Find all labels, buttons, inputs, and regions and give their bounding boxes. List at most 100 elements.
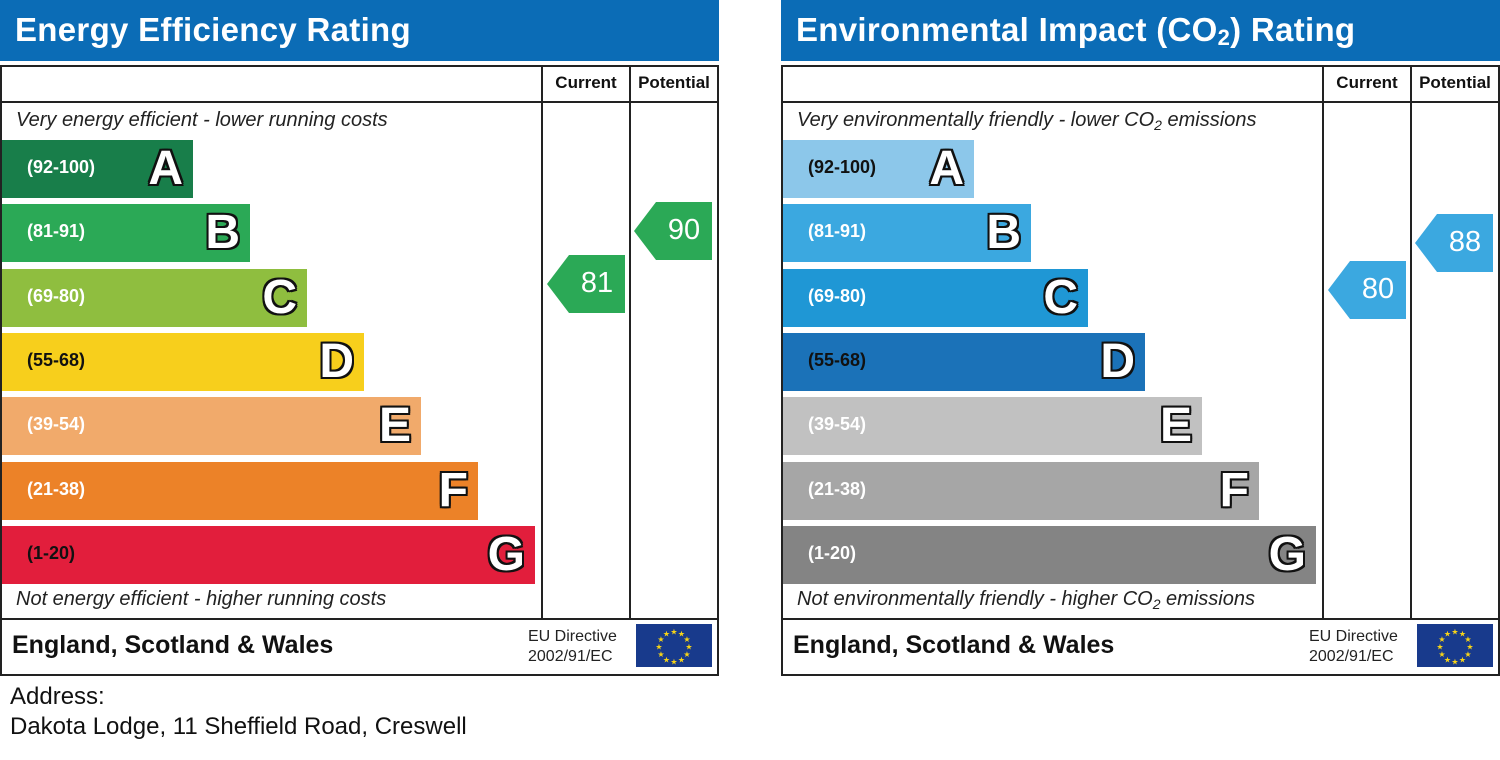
potential-rating-value: 88 bbox=[1448, 225, 1482, 258]
band-range-label: (1-20) bbox=[27, 542, 76, 563]
eu-star: ★ bbox=[678, 656, 685, 665]
band-letter: E bbox=[378, 399, 411, 453]
eu-star: ★ bbox=[683, 635, 690, 644]
footer-country: England, Scotland & Wales bbox=[793, 631, 1115, 659]
energy-efficiency-panel: Energy Efficiency Rating Current Potenti… bbox=[0, 0, 719, 676]
eu-star: ★ bbox=[670, 628, 677, 637]
eu-star: ★ bbox=[663, 630, 670, 639]
band-g: (1-20) G bbox=[783, 525, 1316, 584]
eu-star: ★ bbox=[1438, 650, 1445, 659]
eu-star: ★ bbox=[670, 658, 677, 667]
current-column-header: Current bbox=[1336, 73, 1398, 92]
potential-rating-arrow: 90 bbox=[634, 202, 712, 261]
band-letter: D bbox=[319, 334, 354, 388]
eu-star: ★ bbox=[1464, 650, 1471, 659]
band-range-label: (81-91) bbox=[27, 221, 86, 242]
band-letter: D bbox=[1100, 334, 1135, 388]
eu-star: ★ bbox=[1459, 656, 1466, 665]
eu-star: ★ bbox=[663, 656, 670, 665]
band-b: (81-91) B bbox=[783, 204, 1031, 263]
current-rating-value: 81 bbox=[580, 266, 614, 299]
arrow-shape bbox=[1328, 260, 1406, 319]
band-d: (55-68) D bbox=[2, 332, 364, 391]
band-letter: F bbox=[1219, 463, 1249, 517]
band-letter: B bbox=[205, 206, 240, 260]
potential-rating-arrow: 88 bbox=[1415, 213, 1493, 272]
eu-star: ★ bbox=[657, 650, 664, 659]
arrow-polygon bbox=[1328, 260, 1406, 319]
band-range-label: (1-20) bbox=[808, 542, 857, 563]
band-range-label: (39-54) bbox=[27, 414, 86, 435]
arrow-shape bbox=[634, 202, 712, 261]
eu-star: ★ bbox=[655, 643, 662, 652]
eu-star: ★ bbox=[683, 650, 690, 659]
address-block: Address: Dakota Lodge, 11 Sheffield Road… bbox=[10, 682, 467, 742]
top-caption: Very environmentally friendly - lower CO… bbox=[797, 109, 1257, 133]
rating-table: Current Potential Very energy efficient … bbox=[0, 65, 719, 676]
band-range-label: (69-80) bbox=[808, 285, 867, 306]
band-range-label: (92-100) bbox=[808, 157, 877, 177]
rating-table: Current Potential Very environmentally f… bbox=[781, 65, 1500, 676]
potential-column-header: Potential bbox=[638, 73, 710, 92]
eu-star: ★ bbox=[1464, 635, 1471, 644]
eu-star: ★ bbox=[1466, 643, 1473, 652]
eu-star: ★ bbox=[1451, 628, 1458, 637]
arrow-polygon bbox=[547, 254, 625, 313]
band-range-label: (21-38) bbox=[808, 478, 867, 499]
current-rating-arrow: 81 bbox=[547, 254, 625, 313]
arrow-shape bbox=[547, 254, 625, 313]
panel-title: Environmental Impact (CO2) Rating bbox=[781, 0, 1500, 61]
band-range-label: (39-54) bbox=[808, 414, 867, 435]
eu-directive-label: EU Directive 2002/91/EC bbox=[528, 628, 617, 665]
eu-directive-label: EU Directive 2002/91/EC bbox=[1309, 628, 1398, 665]
band-range-label: (55-68) bbox=[808, 349, 867, 370]
eu-star: ★ bbox=[685, 643, 692, 652]
arrow-shape bbox=[1415, 213, 1493, 272]
current-rating-value: 80 bbox=[1361, 272, 1395, 305]
address-label: Address: bbox=[10, 683, 105, 710]
band-g: (1-20) G bbox=[2, 525, 535, 584]
eu-star: ★ bbox=[1451, 658, 1458, 667]
eu-star: ★ bbox=[1459, 630, 1466, 639]
band-letter: B bbox=[986, 206, 1021, 260]
band-c: (69-80) C bbox=[2, 268, 307, 327]
eu-flag-icon: ★ ★ ★ ★ ★ ★ ★ ★ ★ ★ ★ ★ bbox=[1417, 624, 1493, 667]
band-letter: C bbox=[262, 270, 297, 324]
address-value: Dakota Lodge, 11 Sheffield Road, Creswel… bbox=[10, 713, 467, 740]
band-letter: G bbox=[1268, 527, 1306, 581]
arrow-polygon bbox=[634, 202, 712, 261]
eu-star: ★ bbox=[1444, 656, 1451, 665]
band-letter: F bbox=[438, 463, 468, 517]
eu-flag-icon: ★ ★ ★ ★ ★ ★ ★ ★ ★ ★ ★ ★ bbox=[636, 624, 712, 667]
band-letter: C bbox=[1043, 270, 1078, 324]
potential-column-header: Potential bbox=[1419, 73, 1491, 92]
potential-rating-value: 90 bbox=[667, 214, 701, 247]
band-letter: A bbox=[148, 142, 183, 195]
band-letter: G bbox=[487, 527, 525, 581]
band-d: (55-68) D bbox=[783, 332, 1145, 391]
arrow-polygon bbox=[1415, 213, 1493, 272]
eu-star: ★ bbox=[678, 630, 685, 639]
eu-star: ★ bbox=[657, 635, 664, 644]
band-letter: E bbox=[1159, 399, 1192, 453]
top-caption: Very energy efficient - lower running co… bbox=[16, 109, 388, 131]
band-range-label: (21-38) bbox=[27, 478, 86, 499]
current-rating-arrow: 80 bbox=[1328, 260, 1406, 319]
band-range-label: (92-100) bbox=[27, 157, 96, 177]
band-c: (69-80) C bbox=[783, 268, 1088, 327]
band-e: (39-54) E bbox=[2, 397, 421, 456]
eu-star: ★ bbox=[1444, 630, 1451, 639]
band-range-label: (81-91) bbox=[808, 221, 867, 242]
panel-title: Energy Efficiency Rating bbox=[0, 0, 719, 61]
environmental-impact-panel: Environmental Impact (CO2) Rating Curren… bbox=[781, 0, 1500, 676]
band-b: (81-91) B bbox=[2, 204, 250, 263]
bottom-caption: Not environmentally friendly - higher CO… bbox=[797, 588, 1255, 612]
band-range-label: (69-80) bbox=[27, 285, 86, 306]
bottom-caption: Not energy efficient - higher running co… bbox=[16, 588, 387, 610]
band-f: (21-38) F bbox=[783, 461, 1259, 520]
eu-star: ★ bbox=[1438, 635, 1445, 644]
eu-star: ★ bbox=[1436, 643, 1443, 652]
band-range-label: (55-68) bbox=[27, 349, 86, 370]
band-letter: A bbox=[929, 142, 964, 195]
current-column-header: Current bbox=[555, 73, 617, 92]
